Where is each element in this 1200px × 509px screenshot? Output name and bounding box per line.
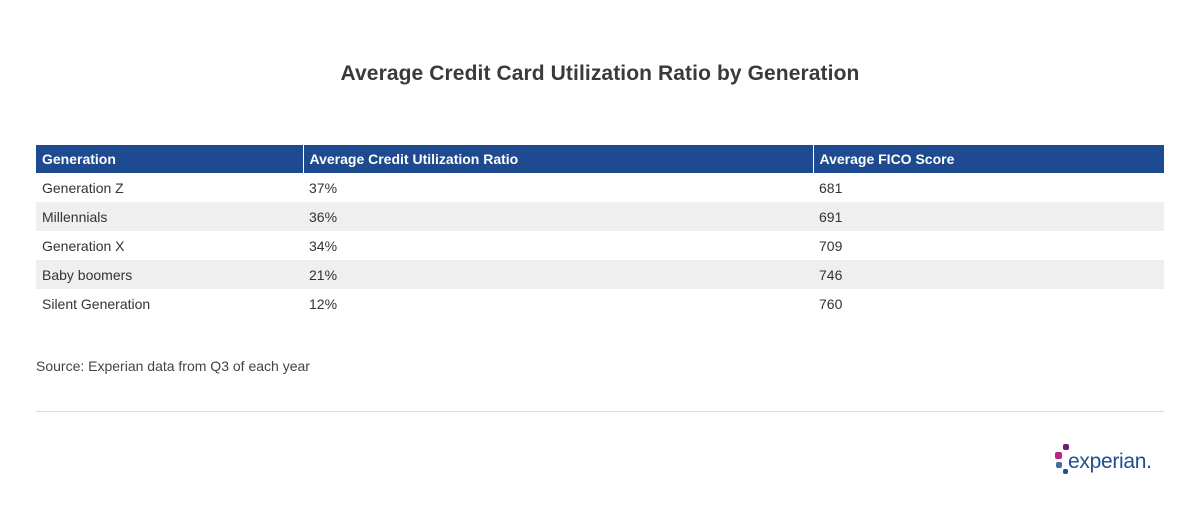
table-row: Baby boomers 21% 746 [36,260,1164,289]
table-row: Millennials 36% 691 [36,202,1164,231]
column-header-fico: Average FICO Score [812,145,1164,173]
logo-dot [1063,469,1068,474]
logo-dot [1055,452,1062,459]
data-table: Generation Average Credit Utilization Ra… [36,145,1164,318]
cell-fico: 681 [813,173,1164,202]
cell-utilization: 34% [303,231,813,260]
table-row: Generation Z 37% 681 [36,173,1164,202]
cell-generation: Generation X [36,231,303,260]
cell-utilization: 36% [303,202,813,231]
column-header-generation: Generation [36,145,303,173]
cell-utilization: 37% [303,173,813,202]
column-header-utilization: Average Credit Utilization Ratio [302,145,813,173]
cell-fico: 746 [813,260,1164,289]
divider [36,411,1164,412]
cell-fico: 709 [813,231,1164,260]
source-note: Source: Experian data from Q3 of each ye… [36,358,310,374]
cell-generation: Generation Z [36,173,303,202]
table-row: Silent Generation 12% 760 [36,289,1164,318]
cell-fico: 760 [813,289,1164,318]
cell-generation: Millennials [36,202,303,231]
logo-wordmark: experian. [1068,450,1152,473]
chart-title: Average Credit Card Utilization Ratio by… [340,62,860,85]
cell-generation: Silent Generation [36,289,303,318]
cell-fico: 691 [813,202,1164,231]
cell-generation: Baby boomers [36,260,303,289]
cell-utilization: 12% [303,289,813,318]
table-row: Generation X 34% 709 [36,231,1164,260]
cell-utilization: 21% [303,260,813,289]
experian-logo: experian. [1053,442,1163,480]
table-header-row: Generation Average Credit Utilization Ra… [36,145,1164,173]
logo-dot [1063,444,1069,450]
logo-dot [1056,462,1062,468]
